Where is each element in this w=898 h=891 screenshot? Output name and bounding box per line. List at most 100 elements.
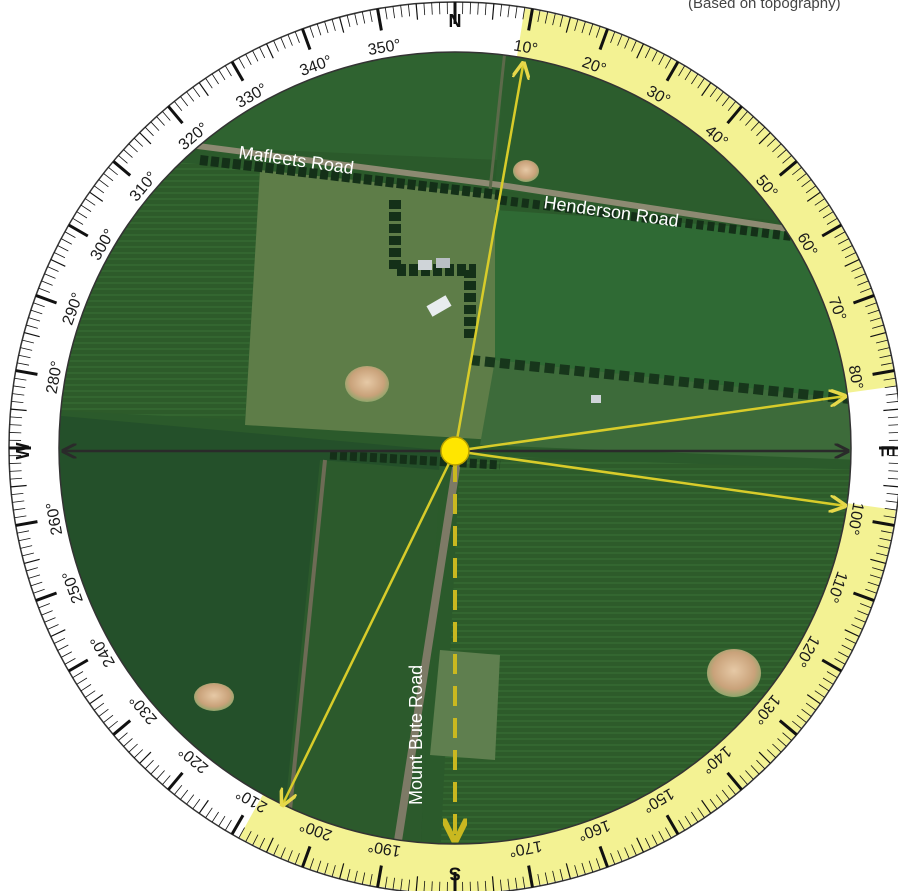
tick-236 bbox=[85, 690, 96, 698]
tick-341 bbox=[309, 26, 315, 38]
tick-340 bbox=[301, 28, 312, 51]
tick-229 bbox=[118, 732, 128, 741]
tick-168 bbox=[544, 872, 549, 885]
tick-206 bbox=[259, 837, 266, 850]
tick-316 bbox=[144, 126, 154, 137]
mafleets-road-line bbox=[189, 142, 851, 243]
tick-337 bbox=[280, 37, 286, 49]
tick-173 bbox=[507, 878, 510, 891]
tick-127 bbox=[801, 708, 812, 717]
tick-295 bbox=[50, 258, 66, 267]
tick-325 bbox=[198, 82, 209, 97]
tick-275 bbox=[10, 408, 27, 412]
tick-161 bbox=[595, 858, 601, 870]
tick-336 bbox=[273, 40, 279, 52]
degree-label-350: 350° bbox=[367, 37, 403, 60]
tick-141 bbox=[727, 785, 736, 795]
tick-241 bbox=[64, 658, 76, 665]
tick-158 bbox=[617, 850, 623, 862]
tick-34 bbox=[697, 78, 705, 89]
tick-246 bbox=[47, 624, 59, 630]
tick-263 bbox=[12, 500, 25, 503]
tick-170 bbox=[527, 865, 534, 888]
tick-260 bbox=[15, 520, 38, 527]
tick-199 bbox=[309, 858, 315, 870]
tick-332 bbox=[245, 54, 252, 65]
tick-201 bbox=[294, 853, 300, 865]
tick-17 bbox=[581, 21, 586, 34]
tick-244 bbox=[53, 637, 66, 644]
tick-189 bbox=[384, 876, 388, 889]
tree-line-scrub bbox=[469, 355, 851, 405]
tick-301 bbox=[72, 217, 84, 225]
dam-homestead bbox=[345, 366, 389, 402]
tick-289 bbox=[33, 302, 45, 308]
tick-27 bbox=[651, 50, 658, 62]
tick-113 bbox=[854, 617, 866, 623]
tick-183 bbox=[431, 881, 433, 891]
tick-50 bbox=[778, 160, 798, 177]
tick-133 bbox=[772, 743, 782, 753]
tick-306 bbox=[93, 185, 105, 194]
tick-40 bbox=[726, 105, 743, 125]
tick-317 bbox=[150, 121, 160, 131]
tick-56 bbox=[814, 198, 825, 206]
tick-58 bbox=[822, 211, 834, 219]
tick-68 bbox=[857, 280, 869, 286]
tick-116 bbox=[844, 637, 857, 644]
tick-78 bbox=[879, 354, 892, 359]
tick-157 bbox=[624, 847, 630, 859]
tick-172 bbox=[515, 877, 518, 890]
tick-48 bbox=[777, 149, 787, 158]
highlight-arc-1 bbox=[239, 503, 896, 891]
tick-46 bbox=[766, 137, 777, 147]
tick-298 bbox=[61, 238, 72, 245]
tick-285 bbox=[24, 331, 40, 338]
tick-251 bbox=[33, 588, 45, 594]
tick-274 bbox=[10, 416, 23, 419]
tick-45 bbox=[758, 132, 771, 145]
tick-52 bbox=[796, 173, 807, 182]
tick-14 bbox=[559, 15, 564, 27]
tick-122 bbox=[822, 677, 834, 685]
tick-286 bbox=[26, 324, 38, 329]
tick-318 bbox=[156, 116, 165, 126]
tick-250 bbox=[35, 591, 58, 602]
tick-190 bbox=[376, 865, 383, 888]
tick-67 bbox=[854, 273, 866, 279]
tick-165 bbox=[565, 863, 572, 879]
tick-131 bbox=[782, 732, 792, 741]
tick-333 bbox=[252, 50, 259, 62]
dam-southwest bbox=[194, 683, 234, 711]
tick-210 bbox=[230, 814, 245, 835]
tick-290 bbox=[35, 294, 58, 305]
tick-239 bbox=[72, 671, 84, 679]
tick-85 bbox=[883, 408, 898, 412]
tick-217 bbox=[186, 794, 195, 805]
tick-73 bbox=[869, 317, 882, 322]
tick-44 bbox=[756, 126, 766, 137]
tick-36 bbox=[709, 86, 718, 98]
tick-107 bbox=[869, 574, 882, 579]
tick-357 bbox=[431, 2, 433, 15]
dam-southeast bbox=[707, 649, 761, 697]
tick-203 bbox=[280, 847, 286, 859]
tick-128 bbox=[796, 714, 807, 723]
tick-261 bbox=[14, 515, 27, 519]
tick-254 bbox=[26, 567, 38, 572]
tick-125 bbox=[806, 694, 821, 705]
tick-205 bbox=[265, 837, 274, 853]
tick-164 bbox=[574, 865, 579, 877]
tick-117 bbox=[841, 644, 853, 651]
tick-124 bbox=[814, 690, 825, 698]
tick-35 bbox=[701, 82, 712, 97]
tick-81 bbox=[883, 377, 896, 381]
tick-49 bbox=[782, 155, 792, 164]
tick-13 bbox=[552, 13, 556, 26]
tree-line-homestead bbox=[389, 200, 476, 340]
tick-16 bbox=[574, 19, 579, 31]
track-north bbox=[488, 52, 507, 191]
tick-32 bbox=[684, 69, 692, 81]
tick-15 bbox=[565, 17, 572, 33]
